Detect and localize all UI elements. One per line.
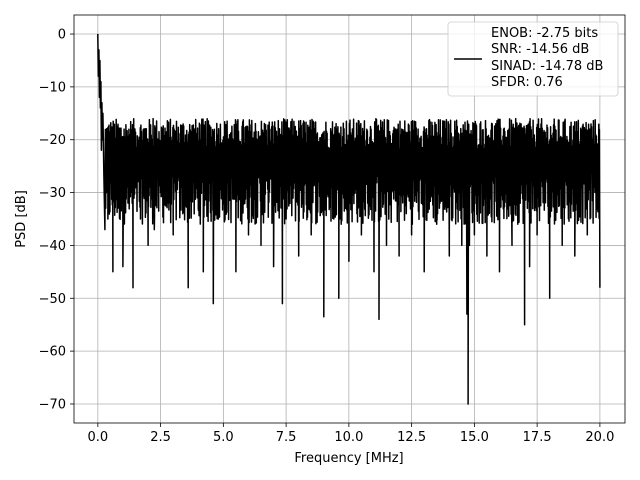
legend-label-line: ENOB: -2.75 bits — [491, 26, 598, 41]
y-axis-label: PSD [dB] — [14, 190, 29, 248]
x-axis-label: Frequency [MHz] — [294, 451, 403, 466]
x-tick-label: 10.0 — [334, 430, 363, 445]
plot-area — [97, 33, 601, 405]
legend-label-line: SINAD: -14.78 dB — [491, 59, 603, 74]
x-tick-label: 0.0 — [88, 430, 109, 445]
x-axis-ticks: 0.0 2.5 5.0 7.5 10.0 12.5 15.0 17.5 20.0 — [88, 423, 614, 445]
x-tick-label: 12.5 — [397, 430, 426, 445]
y-tick-label: −20 — [39, 133, 66, 148]
y-tick-label: −40 — [39, 239, 66, 254]
x-tick-label: 20.0 — [585, 430, 614, 445]
y-tick-label: 0 — [58, 28, 66, 43]
series-line — [97, 33, 601, 405]
y-tick-label: −60 — [39, 345, 66, 360]
legend-label-line: SNR: -14.56 dB — [491, 42, 589, 57]
legend-label-line: SFDR: 0.76 — [491, 75, 563, 90]
y-axis-ticks: 0 −10 −20 −30 −40 −50 −60 −70 — [39, 28, 74, 412]
axes-frame — [73, 14, 626, 424]
y-tick-label: −10 — [39, 80, 66, 95]
x-tick-label: 2.5 — [150, 430, 171, 445]
x-tick-label: 7.5 — [276, 430, 297, 445]
y-tick-label: −30 — [39, 186, 66, 201]
x-tick-label: 15.0 — [460, 430, 489, 445]
x-tick-label: 5.0 — [213, 430, 234, 445]
legend-box — [447, 21, 619, 97]
x-tick-label: 17.5 — [523, 430, 552, 445]
y-tick-label: −50 — [39, 292, 66, 307]
y-tick-label: −70 — [39, 397, 66, 412]
